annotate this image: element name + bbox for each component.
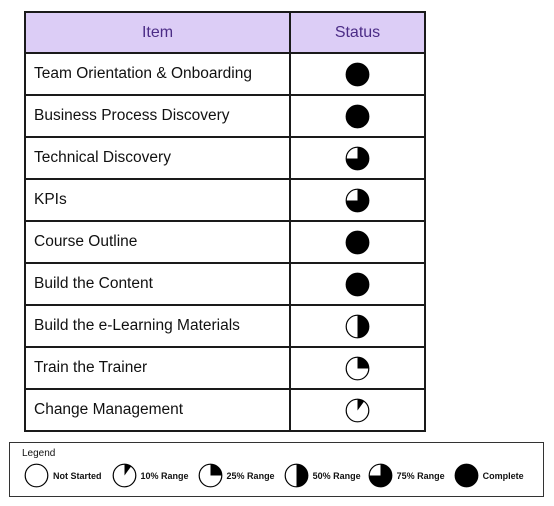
- item-cell: Train the Trainer: [24, 346, 291, 390]
- item-cell: KPIs: [24, 178, 291, 222]
- legend-title: Legend: [22, 448, 56, 459]
- status-harvey-ball-icon: [345, 146, 370, 170]
- legend-label: 10% Range: [140, 470, 189, 481]
- table-row: Course Outline: [24, 220, 426, 264]
- table-row: Technical Discovery: [24, 136, 426, 180]
- table-row: KPIs: [24, 178, 426, 222]
- item-cell: Business Process Discovery: [24, 94, 291, 138]
- table-body: Team Orientation & Onboarding Business Pr…: [24, 52, 426, 432]
- item-cell: Technical Discovery: [24, 136, 291, 180]
- legend-entries: Not Started 10% Range 25% Range 50% Range 75…: [24, 463, 524, 488]
- header-item: Item: [24, 11, 291, 54]
- legend-harvey-ball-icon: [284, 463, 308, 488]
- legend-harvey-ball-icon: [368, 463, 393, 488]
- legend-entry: 75% Range: [368, 463, 445, 488]
- status-cell: [289, 52, 426, 96]
- header-status: Status: [289, 11, 426, 54]
- legend-entry: Complete: [454, 463, 524, 488]
- status-cell: [289, 220, 426, 264]
- status-harvey-ball-icon: [345, 62, 370, 86]
- table-row: Train the Trainer: [24, 346, 426, 390]
- status-cell: [289, 304, 426, 348]
- status-table: Item Status Team Orientation & Onboardin…: [24, 11, 426, 432]
- legend-harvey-ball-icon: [112, 463, 136, 488]
- table-row: Team Orientation & Onboarding: [24, 52, 426, 96]
- item-cell: Build the Content: [24, 262, 291, 306]
- legend: Legend Not Started 10% Range 25% Range 50% …: [9, 442, 544, 497]
- status-harvey-ball-icon: [345, 356, 370, 380]
- legend-label: 25% Range: [226, 470, 275, 481]
- status-harvey-ball-icon: [345, 230, 370, 254]
- legend-label: 75% Range: [396, 470, 445, 481]
- legend-harvey-ball-icon: [24, 463, 49, 488]
- legend-label: 50% Range: [312, 470, 361, 481]
- status-cell: [289, 262, 426, 306]
- status-harvey-ball-icon: [345, 314, 370, 338]
- legend-harvey-ball-icon: [198, 463, 222, 488]
- legend-harvey-ball-icon: [454, 463, 479, 488]
- status-harvey-ball-icon: [345, 398, 370, 422]
- item-cell: Build the e-Learning Materials: [24, 304, 291, 348]
- legend-entry: 50% Range: [284, 463, 361, 488]
- status-harvey-ball-icon: [345, 272, 370, 296]
- item-cell: Change Management: [24, 388, 291, 432]
- status-harvey-ball-icon: [345, 188, 370, 212]
- status-cell: [289, 178, 426, 222]
- status-harvey-ball-icon: [345, 104, 370, 128]
- status-cell: [289, 136, 426, 180]
- status-cell: [289, 388, 426, 432]
- table-row: Build the Content: [24, 262, 426, 306]
- legend-entry: 25% Range: [198, 463, 275, 488]
- legend-entry: 10% Range: [112, 463, 189, 488]
- table-row: Change Management: [24, 388, 426, 432]
- item-cell: Course Outline: [24, 220, 291, 264]
- table-row: Build the e-Learning Materials: [24, 304, 426, 348]
- legend-label: Not Started: [53, 470, 102, 481]
- item-cell: Team Orientation & Onboarding: [24, 52, 291, 96]
- status-cell: [289, 94, 426, 138]
- table-header-row: Item Status: [24, 11, 426, 54]
- legend-label: Complete: [482, 470, 524, 481]
- table-row: Business Process Discovery: [24, 94, 426, 138]
- status-cell: [289, 346, 426, 390]
- legend-entry: Not Started: [24, 463, 102, 488]
